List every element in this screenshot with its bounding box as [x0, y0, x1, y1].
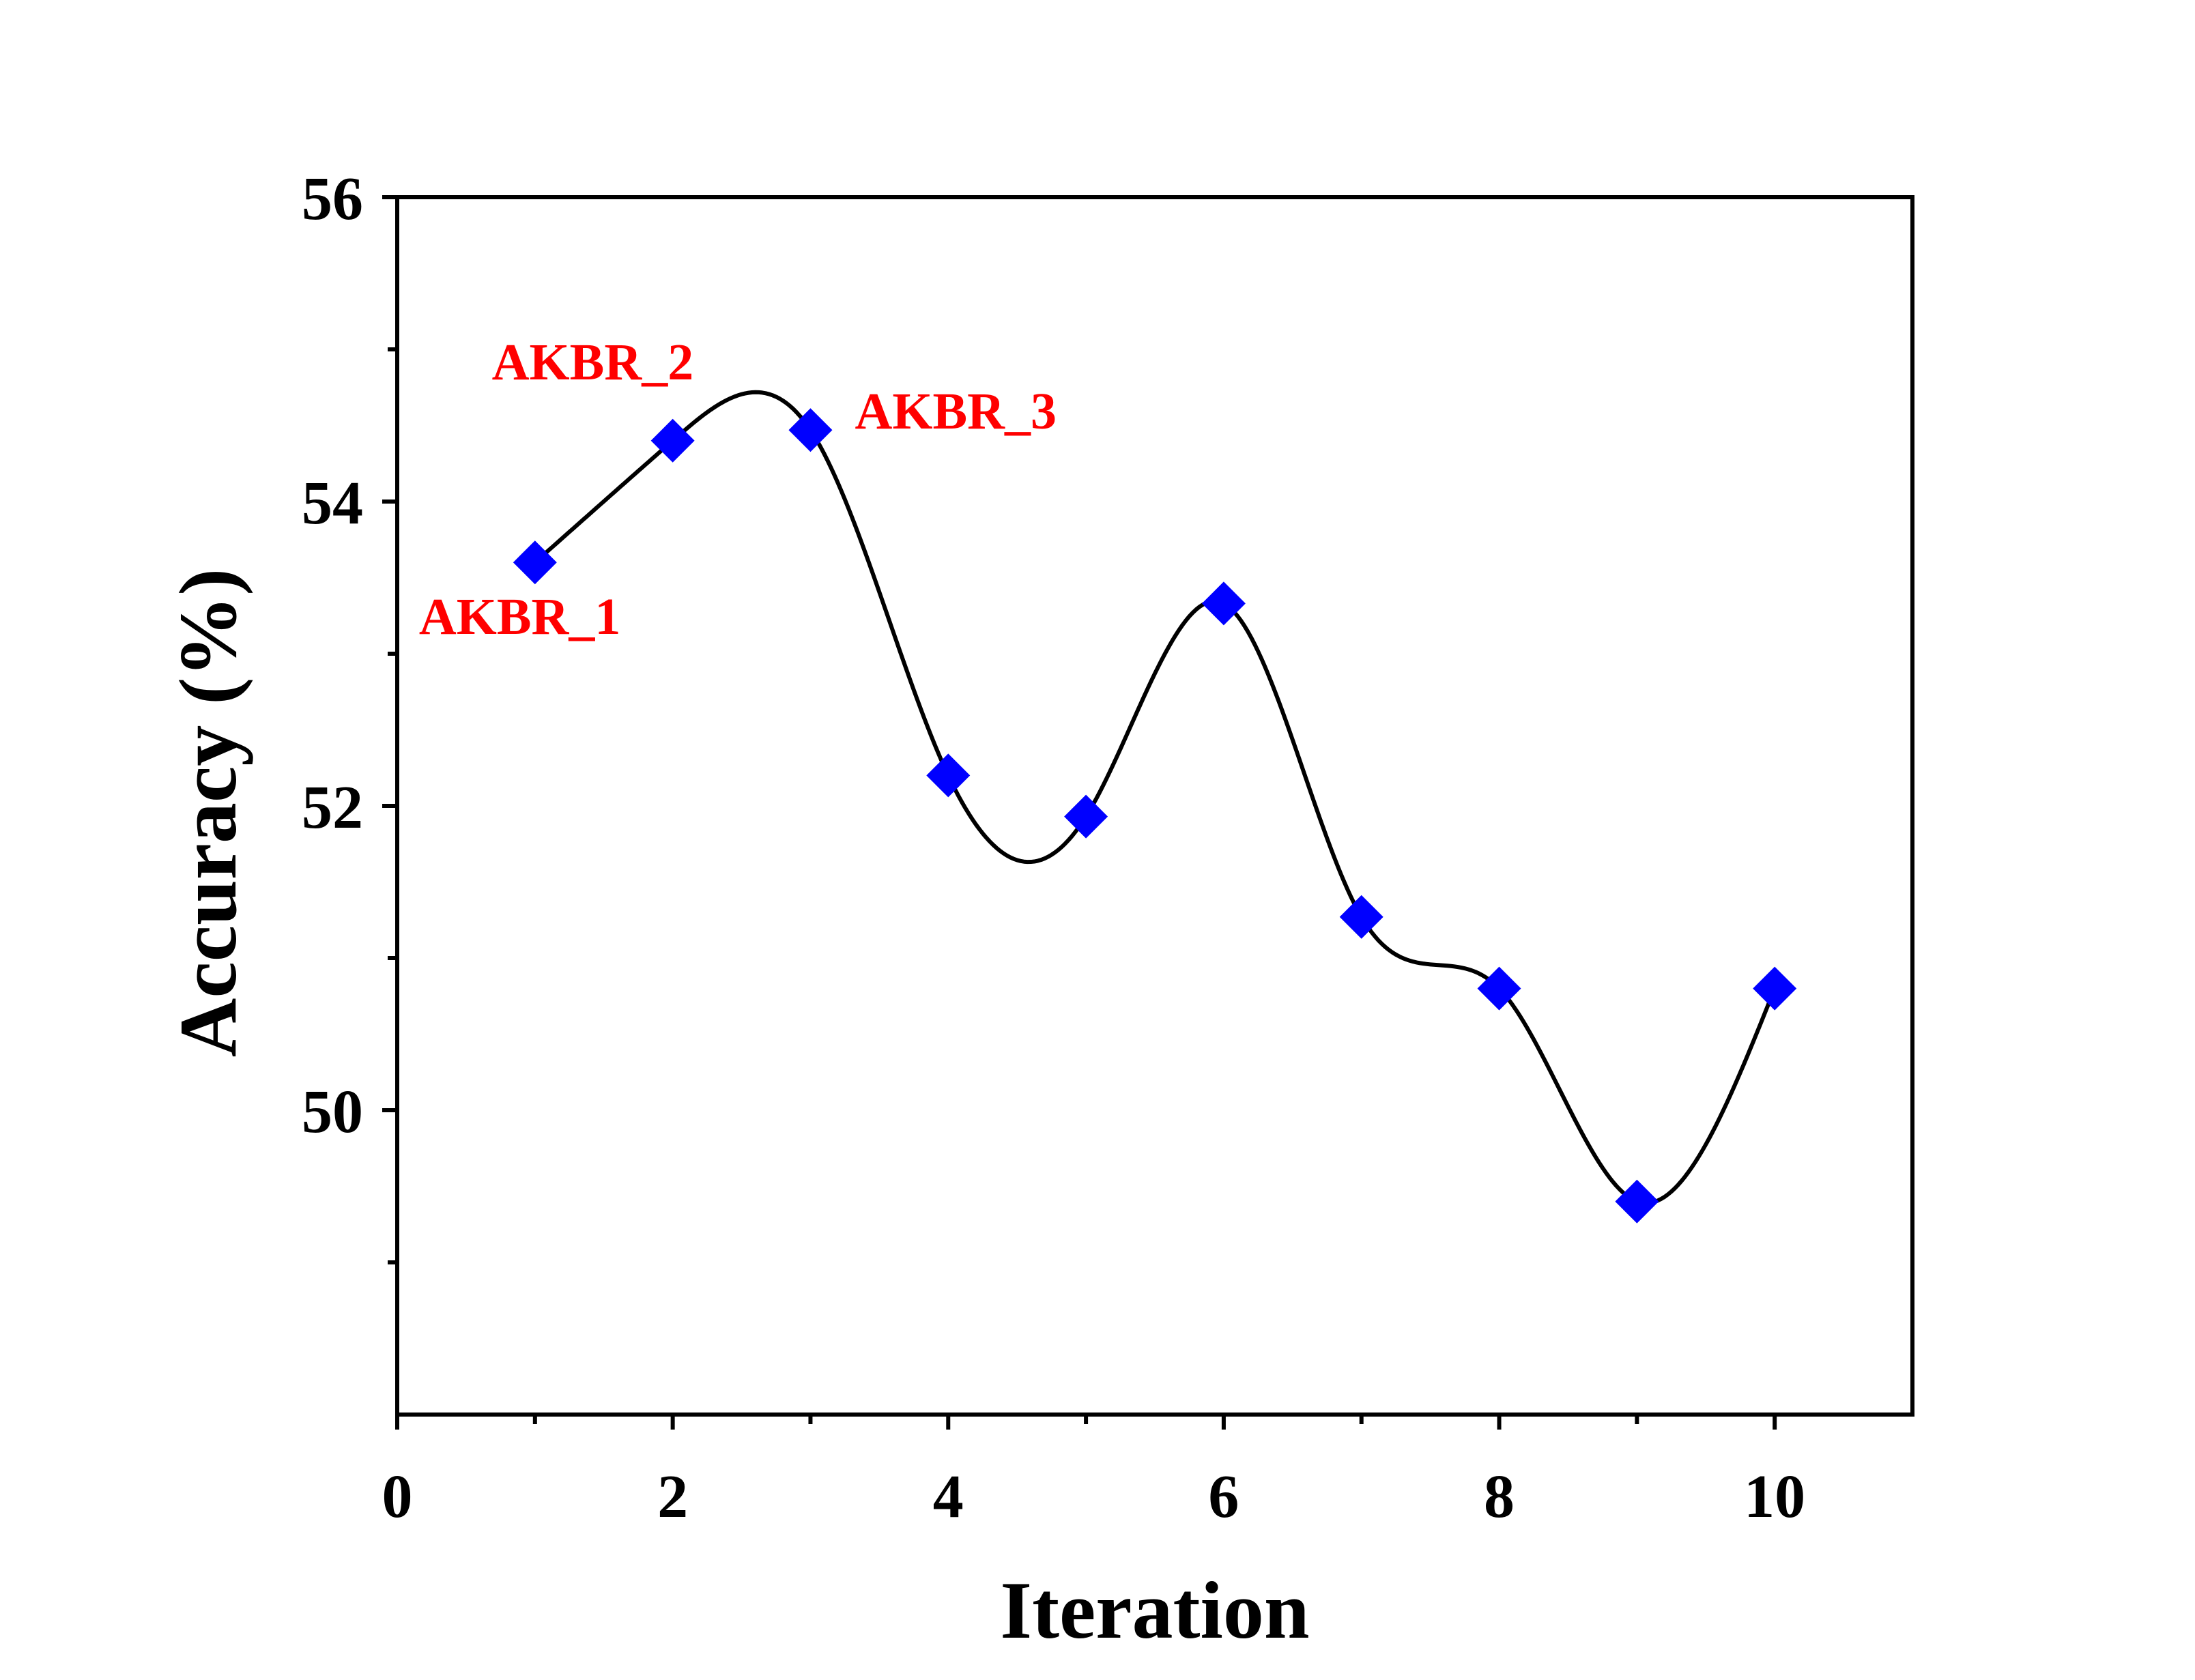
data-point-marker — [1615, 1179, 1659, 1223]
y-axis-title: Accuracy (%) — [162, 568, 253, 1057]
data-point-marker — [513, 540, 557, 585]
annotation-label: AKBR_2 — [492, 334, 694, 391]
annotation-layer: AKBR_1 AKBR_2 AKBR_3 — [419, 334, 1057, 646]
x-tick-label: 6 — [1208, 1463, 1239, 1531]
x-tick-label: 8 — [1484, 1463, 1515, 1531]
x-tick-label: 0 — [382, 1463, 413, 1531]
x-tick-label: 2 — [657, 1463, 688, 1531]
data-point-marker — [1753, 966, 1797, 1011]
y-tick-label: 56 — [302, 165, 363, 233]
x-axis-title: Iteration — [1000, 1565, 1309, 1655]
y-tick-label: 50 — [302, 1078, 363, 1146]
data-point-marker — [926, 753, 971, 798]
marker-layer — [513, 408, 1797, 1223]
series-line-layer — [533, 390, 1777, 1206]
data-point-marker — [788, 408, 833, 452]
y-tick-label: 54 — [302, 469, 363, 537]
annotation-label: AKBR_3 — [855, 383, 1057, 440]
data-point-marker — [650, 418, 695, 463]
x-tick-label: 10 — [1744, 1463, 1805, 1531]
series-line — [533, 390, 1777, 1206]
annotation-label: AKBR_1 — [419, 588, 621, 646]
data-point-marker — [1339, 895, 1383, 939]
y-tick-label: 52 — [302, 774, 363, 841]
data-point-marker — [1064, 794, 1108, 839]
tick-layer: 0 2 4 6 8 10 50 52 54 56 — [302, 165, 1805, 1531]
data-point-marker — [1201, 581, 1246, 626]
x-tick-label: 4 — [933, 1463, 964, 1531]
data-point-marker — [1477, 966, 1521, 1011]
